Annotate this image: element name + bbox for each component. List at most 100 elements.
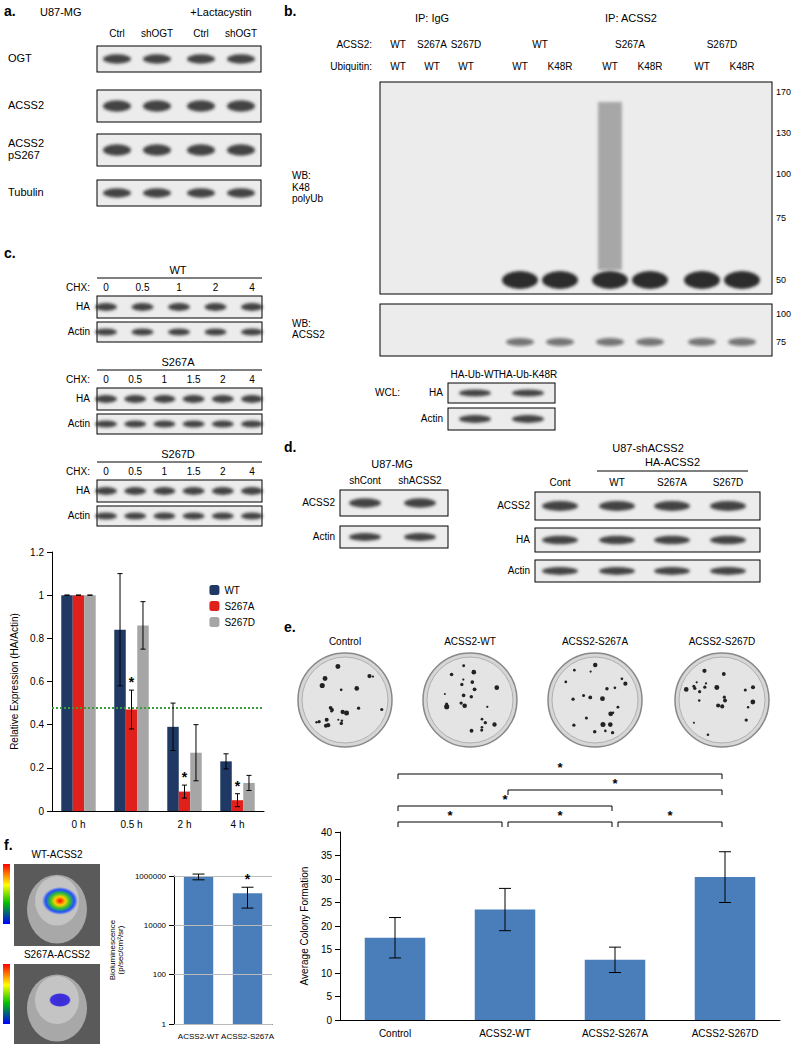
svg-text:WT: WT xyxy=(512,61,528,72)
svg-text:HA: HA xyxy=(516,534,530,545)
svg-text:pS267: pS267 xyxy=(8,149,40,161)
svg-text:0.5: 0.5 xyxy=(128,374,142,385)
svg-text:Control: Control xyxy=(329,636,361,647)
svg-text:0 h: 0 h xyxy=(72,819,86,830)
svg-text:HA: HA xyxy=(76,485,90,496)
svg-text:10: 10 xyxy=(321,968,333,979)
svg-text:10000: 10000 xyxy=(144,921,167,930)
svg-text:4: 4 xyxy=(249,374,255,385)
svg-text:WB:: WB: xyxy=(292,318,311,329)
svg-text:0.5: 0.5 xyxy=(128,466,142,477)
svg-text:100: 100 xyxy=(153,970,167,979)
svg-text:+Lactacystin: +Lactacystin xyxy=(190,6,251,18)
svg-text:HA-Ub-WT: HA-Ub-WT xyxy=(451,369,500,380)
svg-text:shACSS2: shACSS2 xyxy=(398,475,442,486)
svg-text:IP: ACSS2: IP: ACSS2 xyxy=(605,12,657,24)
svg-text:5: 5 xyxy=(326,991,332,1002)
svg-text:*: * xyxy=(447,808,453,823)
svg-text:Tubulin: Tubulin xyxy=(8,186,44,198)
svg-text:1.5: 1.5 xyxy=(187,466,201,477)
svg-text:shCont: shCont xyxy=(349,475,381,486)
svg-text:Actin: Actin xyxy=(68,510,90,521)
svg-text:Ctrl: Ctrl xyxy=(193,28,209,39)
svg-text:*: * xyxy=(129,674,135,690)
svg-text:CHX:: CHX: xyxy=(66,374,90,385)
svg-text:U87-shACSS2: U87-shACSS2 xyxy=(612,442,684,454)
svg-text:Ubiquitin:: Ubiquitin: xyxy=(330,61,372,72)
svg-text:1000000: 1000000 xyxy=(135,872,167,881)
svg-text:WT: WT xyxy=(602,61,618,72)
svg-text:170: 170 xyxy=(776,87,791,97)
svg-text:IP: IgG: IP: IgG xyxy=(415,12,449,24)
svg-text:ACSS2: ACSS2 xyxy=(497,500,530,511)
svg-text:30: 30 xyxy=(321,874,333,885)
svg-text:0: 0 xyxy=(103,374,109,385)
svg-text:1.2: 1.2 xyxy=(30,547,44,558)
svg-text:HA-Ub-K48R: HA-Ub-K48R xyxy=(499,369,557,380)
svg-text:1: 1 xyxy=(162,1020,167,1029)
svg-text:K48R: K48R xyxy=(729,61,754,72)
svg-text:ACSS2: ACSS2 xyxy=(302,497,335,508)
svg-text:d.: d. xyxy=(284,439,296,455)
svg-text:Actin: Actin xyxy=(508,565,530,576)
svg-text:ACSS2-WT: ACSS2-WT xyxy=(479,1028,531,1039)
svg-text:0.5: 0.5 xyxy=(136,282,150,293)
svg-text:*: * xyxy=(557,808,563,823)
svg-text:ACSS2-WT: ACSS2-WT xyxy=(178,1032,219,1041)
svg-text:S267A-ACSS2: S267A-ACSS2 xyxy=(24,949,91,960)
svg-text:100: 100 xyxy=(776,169,791,179)
svg-text:130: 130 xyxy=(776,128,791,138)
svg-text:S267A: S267A xyxy=(615,39,645,50)
svg-text:4: 4 xyxy=(249,466,255,477)
svg-text:e.: e. xyxy=(284,619,296,635)
svg-text:0.6: 0.6 xyxy=(30,676,44,687)
svg-text:0.4: 0.4 xyxy=(30,719,44,730)
svg-text:0: 0 xyxy=(103,466,109,477)
svg-text:0.2: 0.2 xyxy=(30,762,44,773)
svg-text:S267A: S267A xyxy=(657,477,687,488)
svg-text:S267D: S267D xyxy=(451,39,482,50)
svg-text:HA: HA xyxy=(76,393,90,404)
svg-text:Cont: Cont xyxy=(549,477,570,488)
svg-text:4 h: 4 h xyxy=(231,819,245,830)
svg-text:WT: WT xyxy=(609,477,625,488)
svg-text:25: 25 xyxy=(321,897,333,908)
svg-text:HA: HA xyxy=(429,387,443,398)
svg-text:ACSS2: ACSS2 xyxy=(8,99,44,111)
svg-text:0.5 h: 0.5 h xyxy=(120,819,142,830)
svg-text:50: 50 xyxy=(776,275,786,285)
svg-text:0.8: 0.8 xyxy=(30,633,44,644)
svg-text:WCL:: WCL: xyxy=(375,387,400,398)
svg-text:WT: WT xyxy=(424,61,440,72)
svg-text:ACSS2-S267A: ACSS2-S267A xyxy=(562,636,628,647)
svg-text:OGT: OGT xyxy=(8,52,32,64)
svg-text:b.: b. xyxy=(284,3,296,19)
svg-text:Actin: Actin xyxy=(313,531,335,542)
svg-text:20: 20 xyxy=(321,921,333,932)
svg-text:ACSS2-S267D: ACSS2-S267D xyxy=(692,1028,759,1039)
svg-text:Ctrl: Ctrl xyxy=(109,28,125,39)
svg-text:WT-ACSS2: WT-ACSS2 xyxy=(31,849,83,860)
svg-text:S267D: S267D xyxy=(707,39,738,50)
svg-text:S267A: S267A xyxy=(161,356,195,368)
svg-text:WT: WT xyxy=(224,585,240,596)
svg-text:1: 1 xyxy=(162,374,168,385)
svg-text:40: 40 xyxy=(321,827,333,838)
svg-text:ACSS2: ACSS2 xyxy=(292,329,325,340)
svg-text:1: 1 xyxy=(38,590,44,601)
svg-text:S267A: S267A xyxy=(224,601,254,612)
svg-text:WT: WT xyxy=(390,39,406,50)
svg-text:CHX:: CHX: xyxy=(66,466,90,477)
svg-text:WT: WT xyxy=(694,61,710,72)
svg-text:Relative Expression (HA/Actin): Relative Expression (HA/Actin) xyxy=(9,613,20,750)
svg-text:ACSS2:: ACSS2: xyxy=(336,39,372,50)
svg-text:S267D: S267D xyxy=(224,617,255,628)
svg-text:75: 75 xyxy=(776,337,786,347)
svg-text:a.: a. xyxy=(4,3,16,19)
svg-text:U87-MG: U87-MG xyxy=(371,458,413,470)
svg-text:ACSS2-S267A: ACSS2-S267A xyxy=(582,1028,648,1039)
svg-text:ACSS2-S267A: ACSS2-S267A xyxy=(221,1032,275,1041)
svg-text:1: 1 xyxy=(162,466,168,477)
svg-text:2 h: 2 h xyxy=(178,819,192,830)
svg-text:K48R: K48R xyxy=(637,61,662,72)
